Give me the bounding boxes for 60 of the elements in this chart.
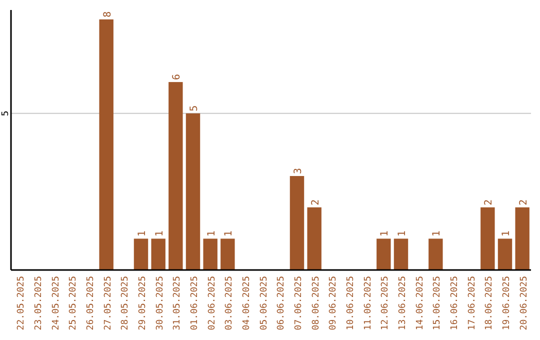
x-tick-label: 24.05.2025 (51, 276, 62, 330)
data-label: 8 (102, 11, 114, 18)
x-tick-label: 16.06.2025 (450, 276, 460, 330)
x-tick-label: 29.05.2025 (138, 276, 148, 330)
x-tick-label: 11.06.2025 (363, 276, 374, 330)
data-label: 1 (206, 230, 218, 237)
data-label: 1 (501, 230, 512, 237)
data-label: 5 (189, 105, 200, 112)
x-tick-label: 01.06.2025 (190, 276, 200, 330)
bar (203, 238, 218, 270)
data-label: 1 (154, 230, 166, 237)
data-label: 1 (432, 230, 443, 237)
bar (376, 238, 391, 270)
x-tick-label: 25.05.2025 (68, 276, 79, 330)
x-tick-label: 23.05.2025 (34, 276, 44, 330)
bar (394, 238, 408, 270)
x-tick-label: 02.06.2025 (207, 276, 218, 330)
x-tick-label: 13.06.2025 (398, 276, 408, 330)
bar (220, 238, 235, 270)
x-tick-label: 07.06.2025 (294, 276, 304, 330)
data-label: 6 (172, 74, 183, 80)
bar (99, 19, 114, 270)
x-tick-label: 15.06.2025 (432, 276, 443, 330)
bar (480, 207, 495, 270)
x-tick-label: 20.06.2025 (519, 276, 530, 330)
x-tick-label: 10.06.2025 (346, 276, 356, 330)
x-tick-label: 03.06.2025 (224, 276, 235, 330)
x-tick-label: 04.06.2025 (242, 276, 252, 330)
x-tick-label: 14.06.2025 (415, 276, 426, 330)
x-tick-label: 30.05.2025 (155, 276, 166, 330)
x-tick-label: 12.06.2025 (380, 276, 391, 330)
bar (307, 207, 322, 270)
x-tick-label: 06.06.2025 (276, 276, 287, 330)
bar (498, 238, 512, 270)
x-tick-label: 26.05.2025 (86, 276, 96, 330)
bar (151, 238, 166, 270)
x-tick-label: 28.05.2025 (120, 276, 131, 330)
x-tick-label: 31.05.2025 (172, 276, 183, 330)
data-label: 1 (224, 230, 235, 237)
x-tick-label: 08.06.2025 (311, 276, 322, 330)
data-label: 1 (397, 230, 408, 237)
x-tick-label: 22.05.2025 (16, 276, 27, 330)
data-label: 2 (518, 199, 530, 206)
bar (290, 176, 304, 270)
bar (134, 238, 148, 270)
data-label: 2 (484, 199, 495, 206)
data-label: 1 (380, 230, 391, 237)
bar (168, 82, 183, 270)
x-tick-label: 05.06.2025 (259, 276, 270, 330)
x-tick-label: 27.05.2025 (103, 276, 114, 330)
x-tick-label: 09.06.2025 (328, 276, 339, 330)
bar (186, 113, 200, 270)
x-tick-label: 17.06.2025 (467, 276, 478, 330)
x-tick-label: 19.06.2025 (502, 276, 512, 330)
bar (428, 238, 443, 270)
data-label: 3 (293, 168, 304, 174)
bar (515, 207, 530, 270)
x-tick-label: 18.06.2025 (484, 276, 495, 330)
data-label: 2 (310, 199, 322, 206)
data-label: 1 (137, 230, 148, 237)
